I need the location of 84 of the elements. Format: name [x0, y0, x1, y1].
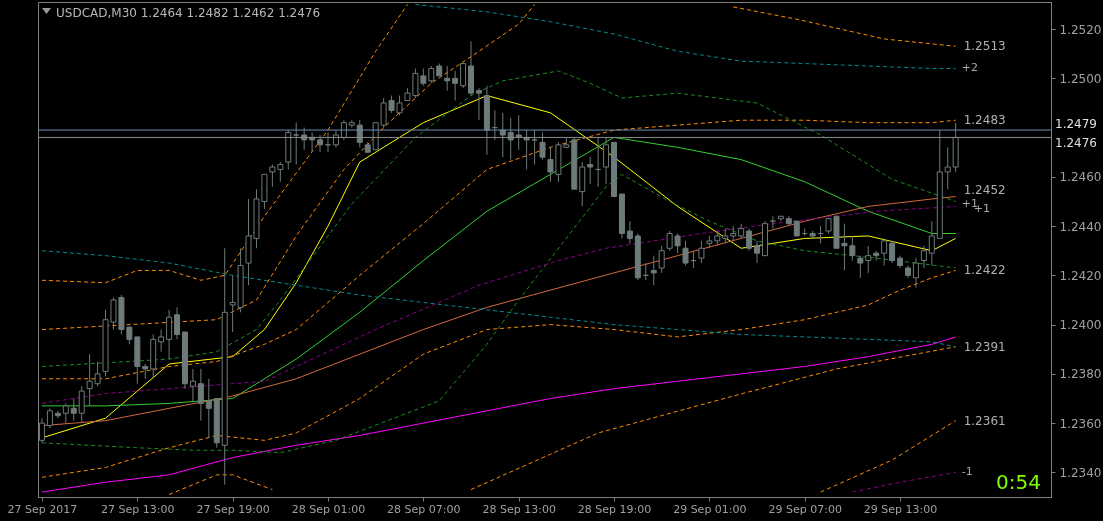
data-label: 1.2483 [963, 113, 1006, 128]
x-tick-label: 27 Sep 2017 [7, 502, 78, 516]
line-series [41, 70, 957, 367]
candlestick [928, 220, 935, 267]
candlestick [197, 368, 204, 422]
candlestick [587, 156, 594, 185]
candlestick [746, 228, 753, 252]
data-label: 1.2391 [963, 339, 1006, 354]
line-series [414, 3, 957, 69]
x-tick-label: 28 Sep 01:00 [291, 502, 366, 516]
candlestick [158, 329, 165, 353]
x-tick-label: 27 Sep 13:00 [101, 502, 175, 516]
data-label: 1.2452 [963, 182, 1006, 197]
line-series [41, 3, 536, 331]
candlestick [205, 378, 212, 439]
annotation: 0:54 [996, 470, 1041, 494]
candlestick [539, 132, 546, 161]
candlestick [38, 417, 45, 444]
candlestick [650, 255, 657, 286]
ref-line-label: 1.2476 [1055, 136, 1097, 151]
candlestick [626, 220, 633, 244]
candlestick [920, 245, 927, 269]
candlestick [515, 114, 522, 151]
candlestick [54, 410, 61, 419]
y-tick-label: 1.2420 [1059, 268, 1102, 283]
candlestick [452, 70, 459, 102]
annotation: -1 [961, 465, 973, 479]
candlestick [70, 397, 77, 422]
candlestick [174, 306, 181, 340]
x-tick-label: 27 Sep 19:00 [196, 502, 270, 516]
candlestick [475, 87, 482, 121]
y-tick-label: 1.2340 [1059, 465, 1102, 480]
x-tick-label: 29 Sep 13:00 [863, 502, 938, 516]
x-tick-label: 28 Sep 07:00 [387, 502, 461, 516]
candlestick [166, 309, 173, 360]
candlestick [912, 257, 919, 289]
candlestick [857, 255, 864, 279]
y-tick-label: 1.2460 [1059, 170, 1102, 185]
y-tick-label: 1.2400 [1059, 318, 1102, 333]
y-tick-label: 1.2500 [1059, 71, 1102, 86]
candlestick [944, 146, 951, 190]
line-series [41, 136, 957, 407]
line-series [41, 250, 957, 348]
candlestick [523, 129, 530, 170]
annotation: +1 [961, 197, 978, 211]
candlestick [889, 240, 896, 264]
line-series [470, 346, 957, 491]
candlestick [658, 245, 665, 274]
x-tick-label: 28 Sep 19:00 [577, 502, 652, 516]
candlestick [507, 117, 514, 161]
candlestick [881, 237, 888, 267]
line-series [732, 6, 957, 47]
data-label: 1.2361 [963, 413, 1006, 428]
y-tick-label: 1.2380 [1059, 367, 1102, 382]
chart-title: USDCAD,M30 1.2464 1.2482 1.2462 1.2476 [56, 6, 321, 20]
candlestick [698, 240, 705, 264]
line-series [41, 119, 957, 380]
line-series [41, 336, 957, 493]
annotation: +2 [961, 61, 978, 75]
candlestick [317, 134, 324, 153]
candlestick [78, 385, 85, 424]
y-tick-label: 1.2440 [1059, 219, 1102, 234]
x-tick-label: 29 Sep 07:00 [768, 502, 842, 516]
candlestick [682, 240, 689, 267]
y-tick-label: 1.2520 [1059, 22, 1102, 37]
candlestick [865, 245, 872, 274]
ref-line-label: 1.2479 [1055, 117, 1097, 132]
candlestick [444, 65, 451, 92]
candlestick [531, 129, 538, 166]
candlestick [46, 407, 53, 429]
line-series [41, 173, 957, 454]
candlestick [460, 63, 467, 89]
data-label: 1.2422 [963, 263, 1006, 278]
x-tick-label: 28 Sep 13:00 [482, 502, 556, 516]
candlestick [603, 136, 610, 185]
candlestick [754, 240, 761, 264]
data-label: 1.2513 [963, 39, 1006, 54]
candlestick [293, 122, 300, 166]
candlestick [189, 368, 196, 402]
candlestick [62, 402, 69, 424]
line-series [41, 269, 957, 478]
x-tick-label: 29 Sep 01:00 [673, 502, 747, 516]
line-series [41, 3, 408, 284]
y-tick-label: 1.2360 [1059, 416, 1102, 431]
